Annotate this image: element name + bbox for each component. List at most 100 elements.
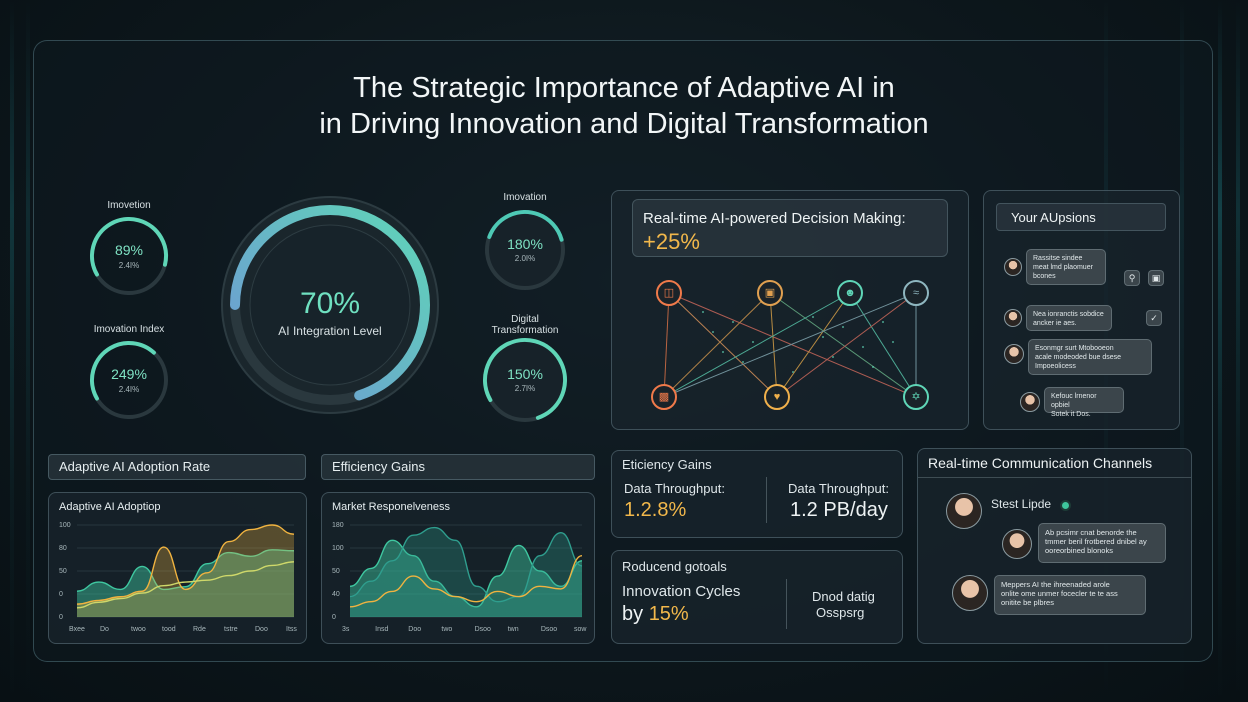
reduced-value: 15%: [648, 603, 689, 625]
series-line: [76, 524, 295, 605]
comms-heading-rule: [918, 477, 1191, 478]
avatar: [1004, 309, 1022, 327]
apps-heading-box: Your AUpsions: [996, 203, 1166, 231]
message-line: tmmer beril frotbered dnibel ay: [1045, 537, 1147, 546]
x-tick-label: twoo: [131, 626, 146, 633]
comms-panel: Real-time Communication Channels Stest L…: [917, 448, 1192, 644]
x-tick-label: Dsoo: [475, 626, 491, 633]
reduced-heading: Roducend gotoals: [622, 559, 727, 574]
reduced-panel: Roducend gotoals Innovation Cycles by 15…: [611, 550, 903, 644]
reduced-prefix: by: [622, 603, 644, 625]
x-tick-label: Doo: [408, 626, 421, 633]
decision-heading: Real-time AI-powered Decision Making:: [643, 210, 906, 227]
y-tick-label: 40: [332, 591, 340, 598]
y-tick-label: 80: [59, 545, 67, 552]
main-gauge-value: 70%: [299, 287, 361, 320]
x-tick-label: sow: [574, 626, 587, 633]
message-line: Esonmgr surt Mtobooeon: [1035, 345, 1114, 352]
background-streak: [10, 0, 14, 702]
gauge-sub: 2.4I%: [118, 261, 140, 270]
message-line: Sotek it Dos.: [1051, 411, 1091, 418]
message-line: onlite ome unmer focecler te te ass: [1001, 589, 1118, 598]
apps-panel: Your AUpsions Rassitse sindee meat lmd p…: [983, 190, 1180, 430]
message-bubble: Rassitse sindee meat lmd plaomuer bcones: [1026, 249, 1106, 285]
throughput-left-value: 1.2.8%: [624, 499, 687, 521]
y-tick-label: 0: [59, 591, 63, 598]
search-icon[interactable]: ⚲: [1124, 270, 1140, 286]
gauge-label: Imovation: [503, 192, 547, 203]
background-streak: [26, 0, 30, 702]
avatar: [952, 575, 988, 611]
decision-heading-box: Real-time AI-powered Decision Making: +2…: [632, 199, 948, 257]
message-bubble: Meppers AI the ihreenaded arole onlite o…: [994, 575, 1146, 615]
avatar: [1004, 344, 1024, 364]
series-line: [349, 526, 583, 603]
background-streak: [1236, 0, 1240, 702]
message-line: acale modeoded bue dsese: [1035, 354, 1122, 361]
message-line: Rassitse sindee: [1033, 255, 1083, 262]
series-line: [76, 561, 295, 609]
throughput-panel: Eticiency Gains Data Throughput: 1.2.8% …: [611, 450, 903, 538]
comms-user-name: Stest Lipde: [991, 497, 1052, 511]
message-line: ancker ie aes.: [1033, 320, 1077, 327]
page-title: The Strategic Importance of Adaptive AI …: [0, 70, 1248, 142]
user-icon: ☻: [837, 280, 863, 306]
gauge-label: Imovetion: [107, 200, 151, 211]
message-bubble: Nea ionranctis sobdice ancker ie aes.: [1026, 305, 1112, 331]
online-status-icon: [1060, 500, 1071, 511]
throughput-right-value: 1.2 PB/day: [790, 499, 888, 521]
adoption-chart-panel: Adaptive AI Adoptiop 100 80 50 0 0 Bxee Do twoo…: [48, 492, 307, 644]
gauge-right-top: Imovation 180% 2.0I%: [480, 188, 570, 292]
series-area: [350, 540, 582, 617]
avatar: [946, 493, 982, 529]
y-tick-label: 180: [332, 522, 344, 529]
decision-panel: Real-time AI-powered Decision Making: +2…: [611, 190, 969, 430]
adoption-header: Adaptive AI Adoption Rate: [48, 454, 306, 480]
x-tick-label: 3s: [342, 626, 350, 633]
gauge-value: 89%: [114, 242, 144, 258]
page-title-line1: The Strategic Importance of Adaptive AI …: [353, 72, 895, 104]
message-line: Ab pcsimr cnat benorde the: [1045, 528, 1137, 537]
throughput-divider: [766, 477, 767, 523]
series-area: [350, 527, 582, 617]
lock-icon[interactable]: ▣: [1148, 270, 1164, 286]
reduced-divider: [786, 579, 787, 629]
avatar: [1004, 258, 1022, 276]
x-tick-label: Rde: [193, 626, 206, 633]
efficiency-area-chart: 180 100 50 40 0 3s Insd Doo two Dsoo twn Dsoo sow: [332, 522, 587, 633]
gauge-left-top: Imovetion 89% 2.4I%: [84, 196, 174, 296]
message-bubble: Kefouc lrnenor opbiel Sotek it Dos.: [1044, 387, 1124, 418]
page-title-line2: in Driving Innovation and Digital Transf…: [319, 108, 929, 140]
gauge-label: Imovation Index: [93, 324, 165, 335]
message-line: Kefouc lrnenor opbiel: [1051, 393, 1097, 409]
message-line: bcones: [1033, 273, 1056, 280]
x-tick-label: Doo: [255, 626, 268, 633]
throughput-heading: Eticiency Gains: [622, 457, 712, 472]
message-bubble: Esonmgr surt Mtobooeon acale modeoded bu…: [1028, 339, 1152, 375]
decision-network-graph: [663, 292, 917, 398]
network-icon: ✡: [903, 384, 929, 410]
series-line: [349, 539, 583, 608]
robot-icon: ▣: [757, 280, 783, 306]
reduced-line2: by 15%: [622, 603, 689, 626]
gauge-right-bottom: Digital Transformation 150% 2.7I%: [480, 310, 570, 426]
avatar: [1020, 392, 1040, 412]
reduced-line1: Innovation Cycles: [622, 583, 741, 600]
message-line: onitite be plbres: [1001, 598, 1054, 607]
chart-icon: ≈: [903, 280, 929, 306]
bar-chart-icon: ▩: [651, 384, 677, 410]
x-tick-label: Bxee: [69, 626, 85, 633]
adoption-chart-title: Adaptive AI Adoptiop: [59, 501, 161, 513]
throughput-right-label: Data Throughput:: [788, 481, 889, 496]
y-tick-label: 0: [332, 614, 336, 621]
series-line: [76, 549, 295, 592]
message-line: Nea ionranctis sobdice: [1033, 311, 1104, 318]
heart-icon: ♥: [764, 384, 790, 410]
x-tick-label: Dsoo: [541, 626, 557, 633]
check-icon[interactable]: ✓: [1146, 310, 1162, 326]
y-tick-label: 100: [59, 522, 71, 529]
message-bubble: Ab pcsimr cnat benorde the tmmer beril f…: [1038, 523, 1166, 563]
background-streak: [1218, 0, 1222, 702]
gauge-label-line1: Digital: [511, 314, 539, 325]
gauge-label-line2: Transformation: [491, 325, 559, 336]
